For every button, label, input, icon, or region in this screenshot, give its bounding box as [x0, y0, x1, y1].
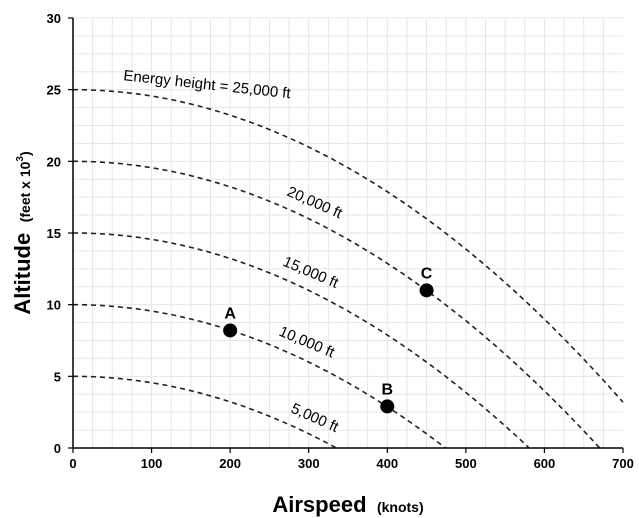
y-axis-title: Altitude (feet x 103) [10, 151, 35, 314]
x-tick-label: 100 [141, 456, 163, 471]
y-axis-unit-sup: 3 [15, 156, 26, 162]
curve-label: 20,000 ft [284, 183, 345, 222]
energy-height-curves [73, 88, 624, 449]
x-tick-label: 700 [612, 456, 634, 471]
x-axis-unit: (knots) [377, 499, 424, 515]
y-axis-label: Altitude [10, 233, 35, 315]
x-axis-label: Airspeed [272, 492, 366, 517]
energy-curve [73, 232, 530, 449]
energy-curve [73, 375, 337, 449]
energy-curve [73, 88, 624, 403]
point-a [223, 323, 238, 338]
y-tick-label: 10 [47, 298, 61, 313]
point-label: B [382, 381, 394, 398]
x-tick-label: 200 [219, 456, 241, 471]
y-tick-label: 15 [47, 226, 61, 241]
energy-curve [73, 160, 601, 449]
curve-label: 5,000 ft [288, 400, 341, 436]
point-b [380, 399, 395, 414]
data-points: A B C [223, 265, 434, 414]
grid [73, 17, 623, 448]
x-tick-label: 0 [69, 456, 76, 471]
tick-labels: 0 100 200 300 400 500 600 700 0 5 10 15 20 25 30 [47, 11, 634, 471]
y-axis-unit-suffix: ) [17, 151, 33, 156]
point-c [419, 283, 434, 298]
x-tick-label: 500 [455, 456, 477, 471]
x-tick-label: 400 [376, 456, 398, 471]
y-tick-label: 5 [54, 369, 61, 384]
y-tick-label: 20 [47, 154, 61, 169]
y-tick-label: 25 [47, 83, 61, 98]
x-tick-label: 300 [298, 456, 320, 471]
point-label: A [224, 305, 236, 322]
y-tick-label: 30 [47, 11, 61, 26]
energy-curve [73, 303, 446, 449]
x-tick-label: 600 [534, 456, 556, 471]
y-axis-unit-prefix: (feet x 10 [17, 161, 33, 222]
curve-label: Energy height = 25,000 ft [123, 67, 293, 102]
y-tick-label: 0 [54, 441, 61, 456]
x-axis-title: Airspeed (knots) [272, 492, 423, 517]
point-label: C [421, 265, 433, 282]
